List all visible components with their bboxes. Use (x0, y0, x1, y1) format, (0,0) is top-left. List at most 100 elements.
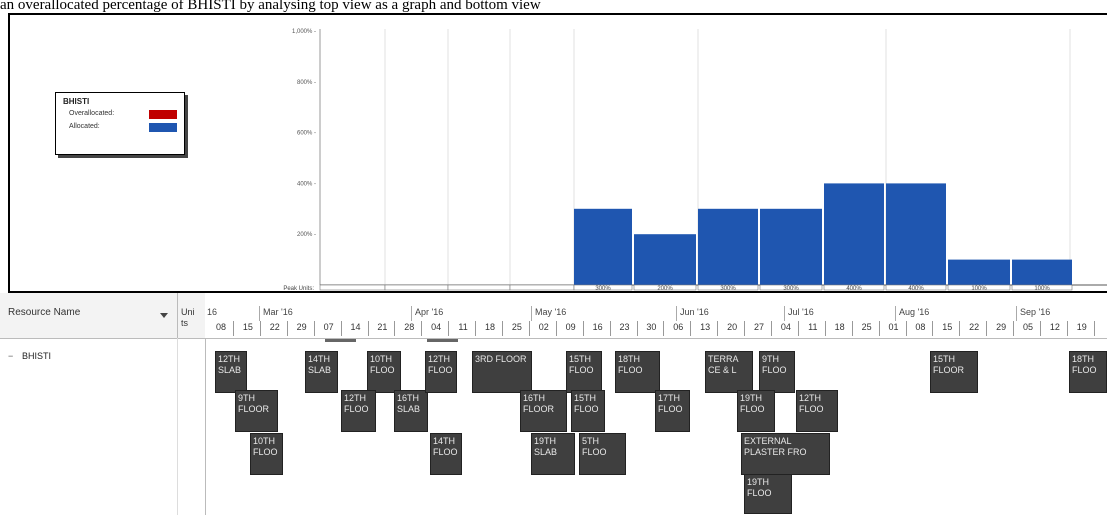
timescale-week: 08 (215, 322, 226, 332)
task-bar[interactable]: 15TH FLOOR (930, 351, 978, 393)
histogram-chart: 1,000% - 800% - 600% - 400% - 200% - Peak Uni… (283, 29, 1107, 291)
timescale-week-divider (448, 321, 450, 336)
peak-units-cell (447, 284, 511, 291)
y-tick-label: 200% - (297, 232, 316, 238)
timescale-week-divider (905, 321, 907, 336)
task-bar[interactable]: 18TH FLOO (1069, 351, 1107, 393)
resource-row-name[interactable]: BHISTI (22, 351, 52, 361)
timescale-week: 20 (727, 322, 738, 332)
timescale-week: 15 (242, 322, 253, 332)
timescale-header: 16 Mar '16 Apr '16 May '16 Jun '16 Jul '16 Aug… (205, 293, 1107, 339)
task-bar[interactable]: 3RD FLOOR (472, 351, 532, 393)
task-bar[interactable]: 19TH SLAB (531, 433, 575, 475)
task-bar[interactable]: EXTERNAL PLASTER FRO (741, 433, 830, 475)
histogram-bar (886, 183, 946, 285)
timescale-week-divider (340, 321, 342, 336)
task-bar[interactable]: 12TH SLAB (215, 351, 247, 393)
histogram-bar (574, 208, 632, 285)
task-bar[interactable]: 17TH FLOO (655, 390, 690, 432)
task-bar[interactable]: 14TH SLAB (305, 351, 338, 393)
task-bar[interactable]: 19TH FLOO (744, 474, 792, 514)
task-bar[interactable]: 12TH FLOO (425, 351, 457, 393)
timescale-week: 14 (350, 322, 361, 332)
timescale-week-divider (233, 321, 234, 336)
timescale-week-divider (932, 321, 934, 336)
timescale-week: 19 (1076, 322, 1087, 332)
timescale-week-divider (744, 321, 746, 336)
units-header-label: Units (181, 307, 195, 328)
histogram-bar (634, 234, 696, 285)
task-bar[interactable]: 10TH FLOO (367, 351, 401, 393)
timescale-week-divider (851, 321, 853, 336)
timescale-week-divider (1040, 321, 1041, 336)
task-bar[interactable]: 9TH FLOO (759, 351, 795, 393)
timescale-week: 15 (942, 322, 953, 332)
timescale-week-divider (475, 321, 477, 336)
timescale-month: Jun '16 (680, 307, 709, 317)
histogram-bar (1012, 259, 1072, 285)
peak-units-value: 100% (971, 286, 987, 291)
timescale-week-divider (959, 321, 961, 336)
task-bar[interactable]: 19TH FLOO (737, 390, 775, 432)
timescale-week-divider (313, 321, 315, 336)
task-bar[interactable]: 15TH FLOO (571, 390, 605, 432)
timescale-week-divider (502, 321, 503, 336)
resource-name-header[interactable]: Resource Name Units (0, 293, 206, 339)
y-tick-label: 1,000% - (292, 29, 316, 35)
timescale-week-divider (609, 321, 611, 336)
task-bar[interactable]: 18TH FLOO (615, 351, 660, 393)
task-bar[interactable]: 12TH FLOO (796, 390, 838, 432)
y-tick-label: 400% - (297, 181, 316, 187)
task-bar[interactable]: 16TH FLOOR (520, 390, 567, 432)
timescale-month: Jul '16 (788, 307, 814, 317)
peak-units-cell (823, 284, 885, 291)
timescale-month: Mar '16 (263, 307, 293, 317)
timescale-month: Sep '16 (1020, 307, 1051, 317)
peak-units-cell (509, 284, 575, 291)
timescale-week: 06 (673, 322, 684, 332)
task-bar[interactable]: TERRA CE & L (705, 351, 753, 393)
timescale-week: 04 (780, 322, 791, 332)
chevron-down-icon[interactable] (160, 313, 168, 318)
task-bar[interactable]: 15TH FLOO (566, 351, 602, 393)
timescale-week: 22 (269, 322, 280, 332)
units-header[interactable]: Units (177, 293, 206, 338)
peak-units-value: 400% (908, 286, 924, 291)
timescale-week-divider (528, 321, 530, 336)
timescale-week: 22 (969, 322, 980, 332)
timescale-week: 11 (458, 322, 468, 332)
timescale-week: 27 (753, 322, 764, 332)
timescale-week-divider (663, 321, 665, 336)
histogram-bar (760, 208, 822, 285)
timescale-marker (325, 339, 356, 342)
task-bar[interactable]: 5TH FLOO (579, 433, 626, 475)
timescale-week: 29 (996, 322, 1007, 332)
legend: BHISTI Overallocated: Allocated: (55, 92, 185, 155)
task-bar[interactable]: 14TH FLOO (430, 433, 462, 475)
peak-units-value: 100% (1034, 286, 1050, 291)
timescale-month: Aug '16 (899, 307, 930, 317)
peak-units-cell (319, 284, 386, 291)
timescale-month-divider (411, 306, 412, 321)
timescale-month-divider (259, 306, 260, 321)
task-bar[interactable]: 16TH SLAB (394, 390, 428, 432)
task-bar[interactable]: 10TH FLOO (250, 433, 283, 475)
timescale-week-divider (717, 321, 719, 336)
minus-icon[interactable]: − (8, 351, 14, 361)
timescale-week: 07 (323, 322, 334, 332)
timescale-week: 09 (565, 322, 576, 332)
task-bar[interactable]: 9TH FLOOR (235, 390, 278, 432)
peak-units-cell (633, 284, 697, 291)
timescale-week-divider (367, 321, 369, 336)
task-bar[interactable]: 12TH FLOO (341, 390, 376, 432)
timescale-week: 04 (431, 322, 442, 332)
resource-name-header-label: Resource Name (8, 307, 81, 318)
timescale-week: 18 (834, 322, 845, 332)
timescale-week: 11 (808, 322, 818, 332)
peak-units-value: 300% (720, 286, 736, 291)
timescale-week-divider (690, 321, 692, 336)
timescale-week: 16 (592, 322, 603, 332)
y-tick-label: 600% - (297, 131, 316, 137)
histogram-bar (698, 208, 758, 285)
timescale-week: 21 (377, 322, 388, 332)
